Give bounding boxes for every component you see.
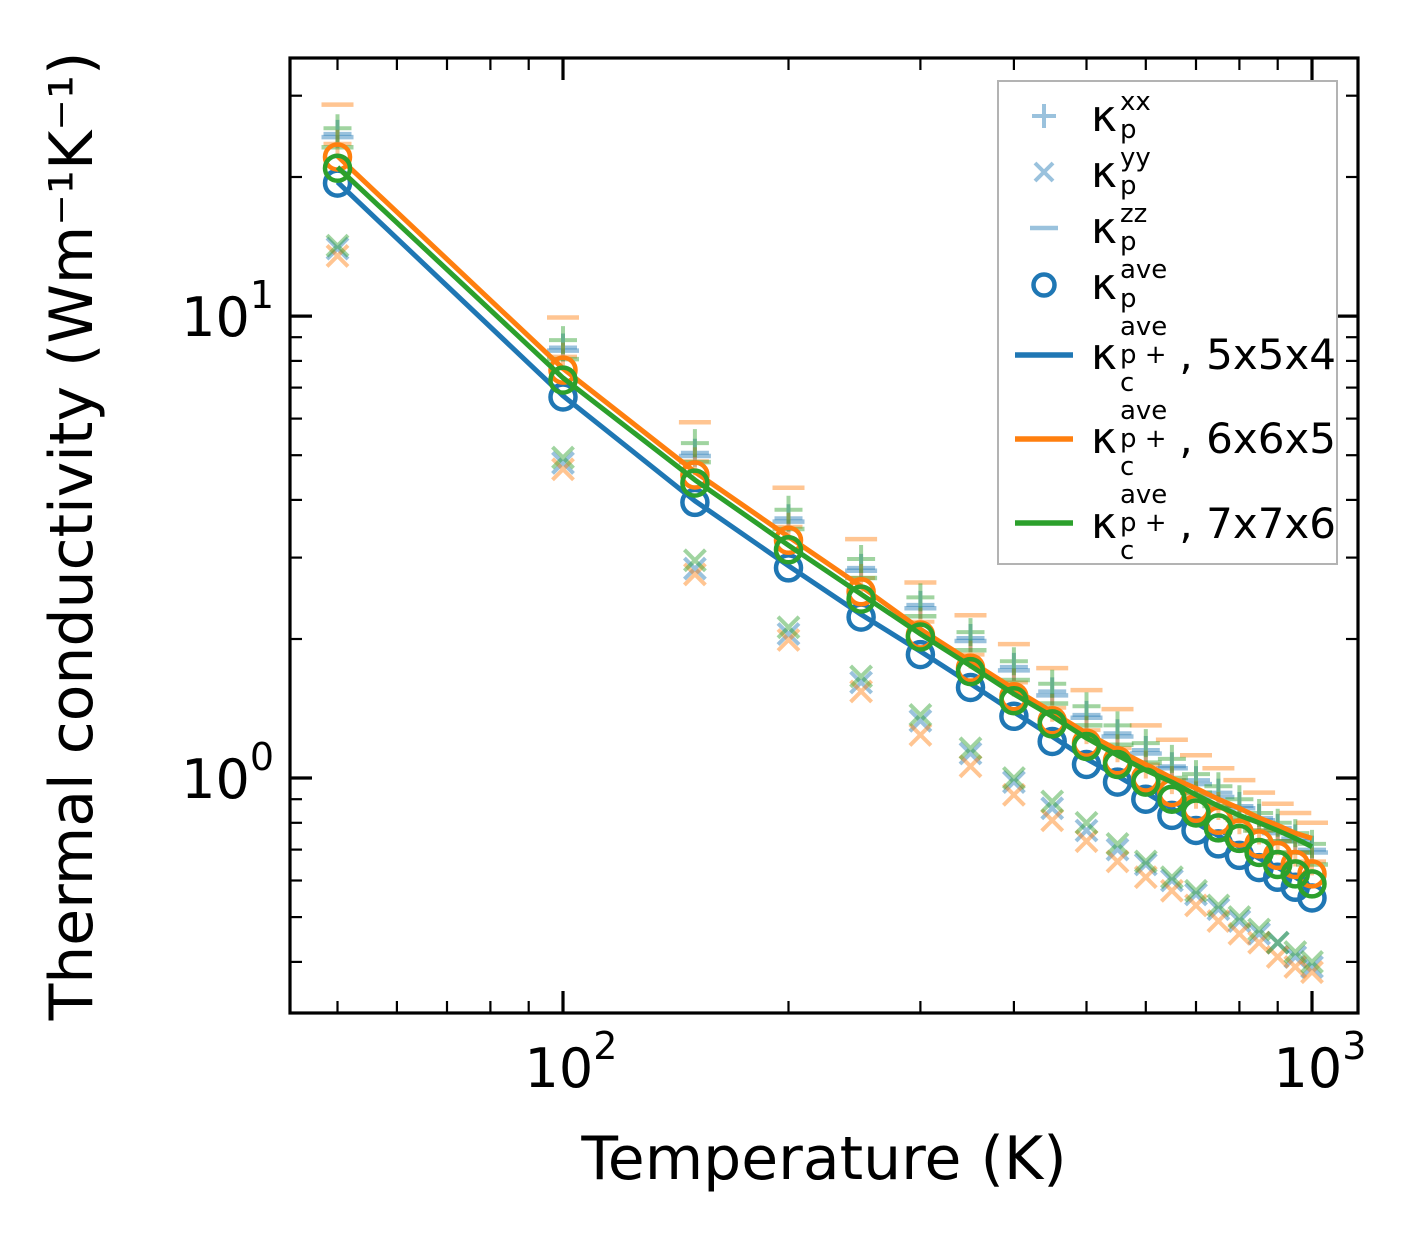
legend-entry: κ xx p (1007, 88, 1336, 144)
series-kappa_p_yy_5x5x4 (325, 236, 1324, 979)
legend-label: κ yy p (1091, 144, 1153, 200)
line-legend-marker (1015, 436, 1073, 442)
circle-legend-marker (1031, 271, 1057, 298)
line-legend-marker (1015, 520, 1073, 526)
kappa-symbol: κ (1091, 146, 1117, 198)
legend-label: κ ave p + c, 5x5x4 (1091, 313, 1336, 397)
legend-entry: κ zz p (1007, 200, 1336, 256)
sup-sub-stack: ave p + c (1119, 311, 1168, 398)
series-kappa_p_zz_6x6x5 (321, 102, 1328, 826)
legend-entry: κ ave p + c, 5x5x4 (1007, 313, 1336, 397)
series-kappa_p_ave_7x7x6 (322, 153, 1327, 899)
sup-sub-stack: yy p (1119, 143, 1151, 202)
dash-legend-marker (1030, 226, 1058, 231)
kappa-symbol: κ (1091, 413, 1117, 465)
legend-entry: κ ave p + c, 6x6x5 (1007, 397, 1336, 481)
sup-sub-stack: zz p (1119, 199, 1148, 258)
legend-label: κ xx p (1091, 88, 1153, 144)
legend-entry: κ ave p + c, 7x7x6 (1007, 481, 1336, 565)
kappa-symbol: κ (1091, 497, 1117, 549)
y-tick-label: 101 (181, 273, 274, 349)
y-tick-label: 100 (181, 735, 274, 811)
series-kappa_p_zz_5x5x4 (321, 134, 1328, 855)
legend-label: κ ave p + c, 7x7x6 (1091, 481, 1336, 565)
y-axis-label: Thermal conductivity (Wm⁻¹K⁻¹) (37, 51, 107, 1021)
legend-suffix: , 6x6x5 (1179, 414, 1336, 464)
kappa-symbol: κ (1091, 202, 1117, 254)
series-kappa_p_yy_6x6x5 (325, 243, 1324, 985)
x-tick-label: 103 (1274, 1024, 1367, 1100)
legend-label: κ ave p (1091, 256, 1169, 312)
sup-sub-stack: ave p + c (1119, 480, 1168, 567)
x-tick-label: 102 (525, 1024, 618, 1100)
line-legend-marker (1015, 351, 1073, 358)
legend-label: κ ave p + c, 6x6x5 (1091, 397, 1336, 481)
kappa-symbol: κ (1091, 90, 1117, 142)
legend-entry: κ ave p (1007, 256, 1336, 313)
sup-sub-stack: ave p (1119, 255, 1168, 314)
legend-entry: κ yy p (1007, 144, 1336, 200)
kappa-symbol: κ (1091, 329, 1117, 381)
series-kappa_p_yy_7x7x6 (325, 233, 1324, 974)
legend: κ xx p κ yy p κ zz p κ ave p κ ave p + c, 5x5x4 κ ave p +… (997, 80, 1338, 565)
sup-sub-stack: ave p + c (1119, 395, 1168, 483)
legend-suffix: , 5x5x4 (1179, 330, 1336, 380)
x-legend-marker (1033, 161, 1055, 183)
sup-sub-stack: xx p (1119, 87, 1151, 146)
axis-ticks (290, 58, 1358, 1013)
kappa-symbol: κ (1091, 259, 1117, 311)
x-axis-label: Temperature (K) (581, 1124, 1067, 1194)
legend-suffix: , 7x7x6 (1179, 498, 1336, 548)
tick-labels: 102 103 101 100 (181, 273, 1366, 1100)
plus-legend-marker (1032, 104, 1056, 129)
legend-label: κ zz p (1091, 200, 1149, 256)
